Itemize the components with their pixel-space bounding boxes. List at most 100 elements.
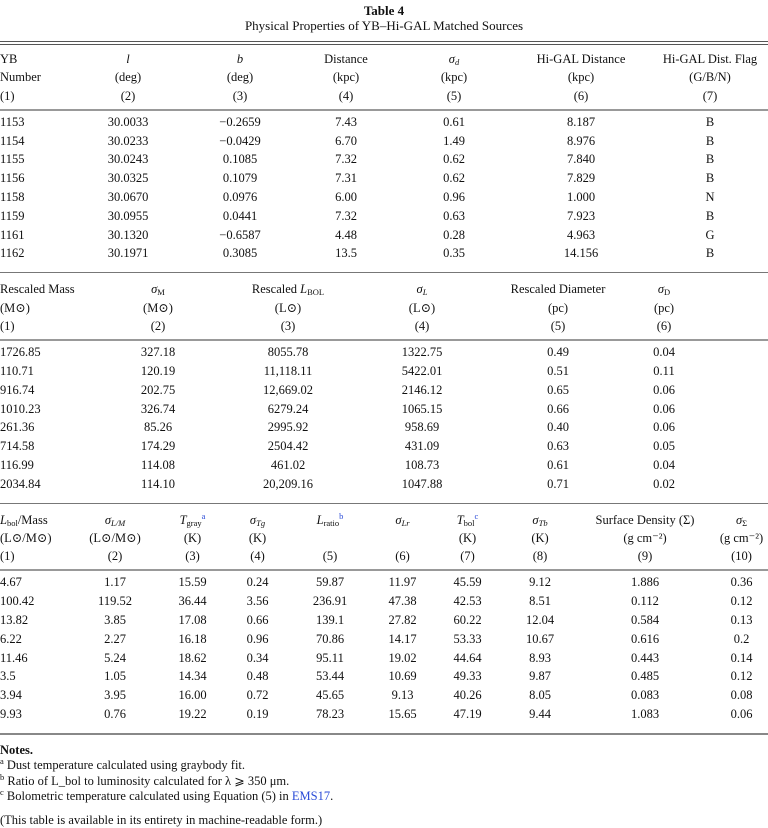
ems17-reference-link[interactable]: EMS17 <box>291 789 331 804</box>
column-header-label: Lbol/Mass <box>0 510 75 528</box>
table-cell: 4.48 <box>335 227 357 242</box>
table-cell: 0.0976 <box>222 190 258 205</box>
table-cell: 0.34 <box>246 650 269 665</box>
table-cell: 0.0441 <box>222 208 258 223</box>
footnote-mark[interactable]: b <box>339 510 344 521</box>
column-header-label: σΣ <box>715 510 768 528</box>
table-cell: 0.96 <box>443 190 465 205</box>
column-header-unit: (deg) <box>114 70 142 85</box>
header-row-num: (1) (2) (3) (4) (5) (6) <box>0 316 768 334</box>
table-row: 3.5 1.05 14.34 0.48 53.44 10.69 49.33 9.87 0.485… <box>0 667 768 686</box>
section-divider <box>0 272 768 274</box>
table-cell: 119.52 <box>98 594 132 609</box>
header-text: d <box>454 57 460 67</box>
table-row: 2034.84 114.10 20,209.16 1047.88 0.71 0.02 <box>0 475 768 494</box>
table-cell: 0.48 <box>246 669 269 684</box>
table-cell: 0.04 <box>653 345 675 360</box>
column-header-label: Tgraya <box>155 510 230 528</box>
table-row: 1153 30.0033 −0.2659 7.43 0.61 8.187 B <box>0 113 768 132</box>
column-header-unit: (deg) <box>226 70 254 85</box>
table-cell: 0.28 <box>443 227 465 242</box>
table-cell: 7.32 <box>335 208 357 223</box>
table-cell: 0.11 <box>653 363 675 378</box>
column-header-label: YB <box>0 49 70 67</box>
table-cell: 0.24 <box>246 575 269 590</box>
table-cell: 70.86 <box>315 631 345 646</box>
table-cell: 6.70 <box>335 133 357 148</box>
table-cell: 30.0325 <box>107 171 149 186</box>
table-cell: 0.76 <box>104 707 126 721</box>
table-cell <box>696 400 768 419</box>
table-cell: 53.44 <box>315 669 345 684</box>
table-cell: 3.85 <box>104 613 126 628</box>
column-header-label: l <box>70 49 186 67</box>
table-cell: 958.69 <box>404 420 440 435</box>
table-cell: 202.75 <box>140 382 176 397</box>
footnote-a: a Dust temperature calculated using gray… <box>0 756 246 773</box>
table-cell: 327.18 <box>140 345 176 360</box>
table-notes: Notes. a Dust temperature calculated usi… <box>0 743 768 828</box>
table-cell: 0.62 <box>443 171 465 186</box>
table-cell: 9.44 <box>529 707 551 721</box>
column-header-label: σL/M <box>75 510 155 528</box>
column-header-label: b <box>186 49 294 67</box>
table-cell: 9.93 <box>0 707 22 721</box>
header-text: BOL <box>307 287 325 298</box>
table-cell: 13.5 <box>335 246 357 261</box>
table-cell: 42.53 <box>453 594 482 609</box>
column-header-num: (6) <box>573 88 589 103</box>
table-cell: 261.36 <box>0 420 35 435</box>
column-header-num: (4) <box>338 88 354 103</box>
table-cell: 1.886 <box>630 575 660 590</box>
table-row: 1726.85 327.18 8055.78 1322.75 0.49 0.04 <box>0 343 768 362</box>
column-header-unit <box>696 298 768 316</box>
table-cell: 1.05 <box>104 669 126 684</box>
column-header-unit: (K) <box>248 530 267 545</box>
table-cell: 0.49 <box>547 345 569 360</box>
header-text: Tg <box>256 517 266 528</box>
table-cell: 120.19 <box>140 363 176 378</box>
table-cell: B <box>705 171 715 186</box>
header-text: gray <box>186 517 202 528</box>
table-cell: 100.42 <box>0 594 35 609</box>
table-cell <box>696 475 768 494</box>
footnote-mark[interactable]: a <box>201 510 206 521</box>
table-cell: 0.65 <box>547 382 569 397</box>
column-header-num: (2) <box>150 318 166 333</box>
column-header-unit: (pc) <box>547 300 569 315</box>
table-cell: 30.0243 <box>107 152 149 167</box>
column-header-label: σTg <box>230 510 285 528</box>
table-cell: 0.05 <box>653 439 675 454</box>
column-header-unit: (g cm⁻²) <box>719 530 764 545</box>
table-cell: 7.31 <box>335 171 357 186</box>
table-cell: 7.840 <box>566 152 596 167</box>
table-row: 116.99 114.08 461.02 108.73 0.61 0.04 <box>0 456 768 475</box>
table-cell: 10.69 <box>388 669 417 684</box>
table-row: 13.82 3.85 17.08 0.66 139.1 27.82 60.22 12.04 0.… <box>0 611 768 630</box>
column-header-num: (5) <box>550 318 566 333</box>
footnote-mark[interactable]: c <box>474 510 479 521</box>
header-row-label: Lbol/Mass σL/M Tgraya σTg Lratiob σLr Tbolc σTb… <box>0 510 768 528</box>
header-text: D <box>664 287 671 298</box>
table-cell: 0.3085 <box>222 246 258 261</box>
table-cell: 15.59 <box>178 575 207 590</box>
table-cell: 10.67 <box>525 631 555 646</box>
table-cell: 13.82 <box>0 613 29 628</box>
table-cell: 8.05 <box>529 688 551 703</box>
table-cell: 47.19 <box>453 707 482 721</box>
header-row-num: (1) (2) (3) (4) (5) (6) (7) (8) (9) (10) <box>0 546 768 564</box>
table-cell: G <box>705 227 715 242</box>
header-text: T <box>456 512 464 527</box>
table-cell: 2504.42 <box>267 439 309 454</box>
table-cell: 0.19 <box>246 707 269 721</box>
table-cell: 8.976 <box>566 133 596 148</box>
table-cell: 16.18 <box>178 631 207 646</box>
table-cell: 0.06 <box>653 420 675 435</box>
column-header-label: Rescaled LBOL <box>216 279 360 297</box>
table-cell: 3.56 <box>246 594 269 609</box>
header-text: σ <box>735 512 743 527</box>
column-header-num: (6) <box>395 549 410 564</box>
table-cell: 15.65 <box>388 707 417 721</box>
table-cell: 0.2 <box>733 631 750 646</box>
table-cell: 8.93 <box>529 650 551 665</box>
